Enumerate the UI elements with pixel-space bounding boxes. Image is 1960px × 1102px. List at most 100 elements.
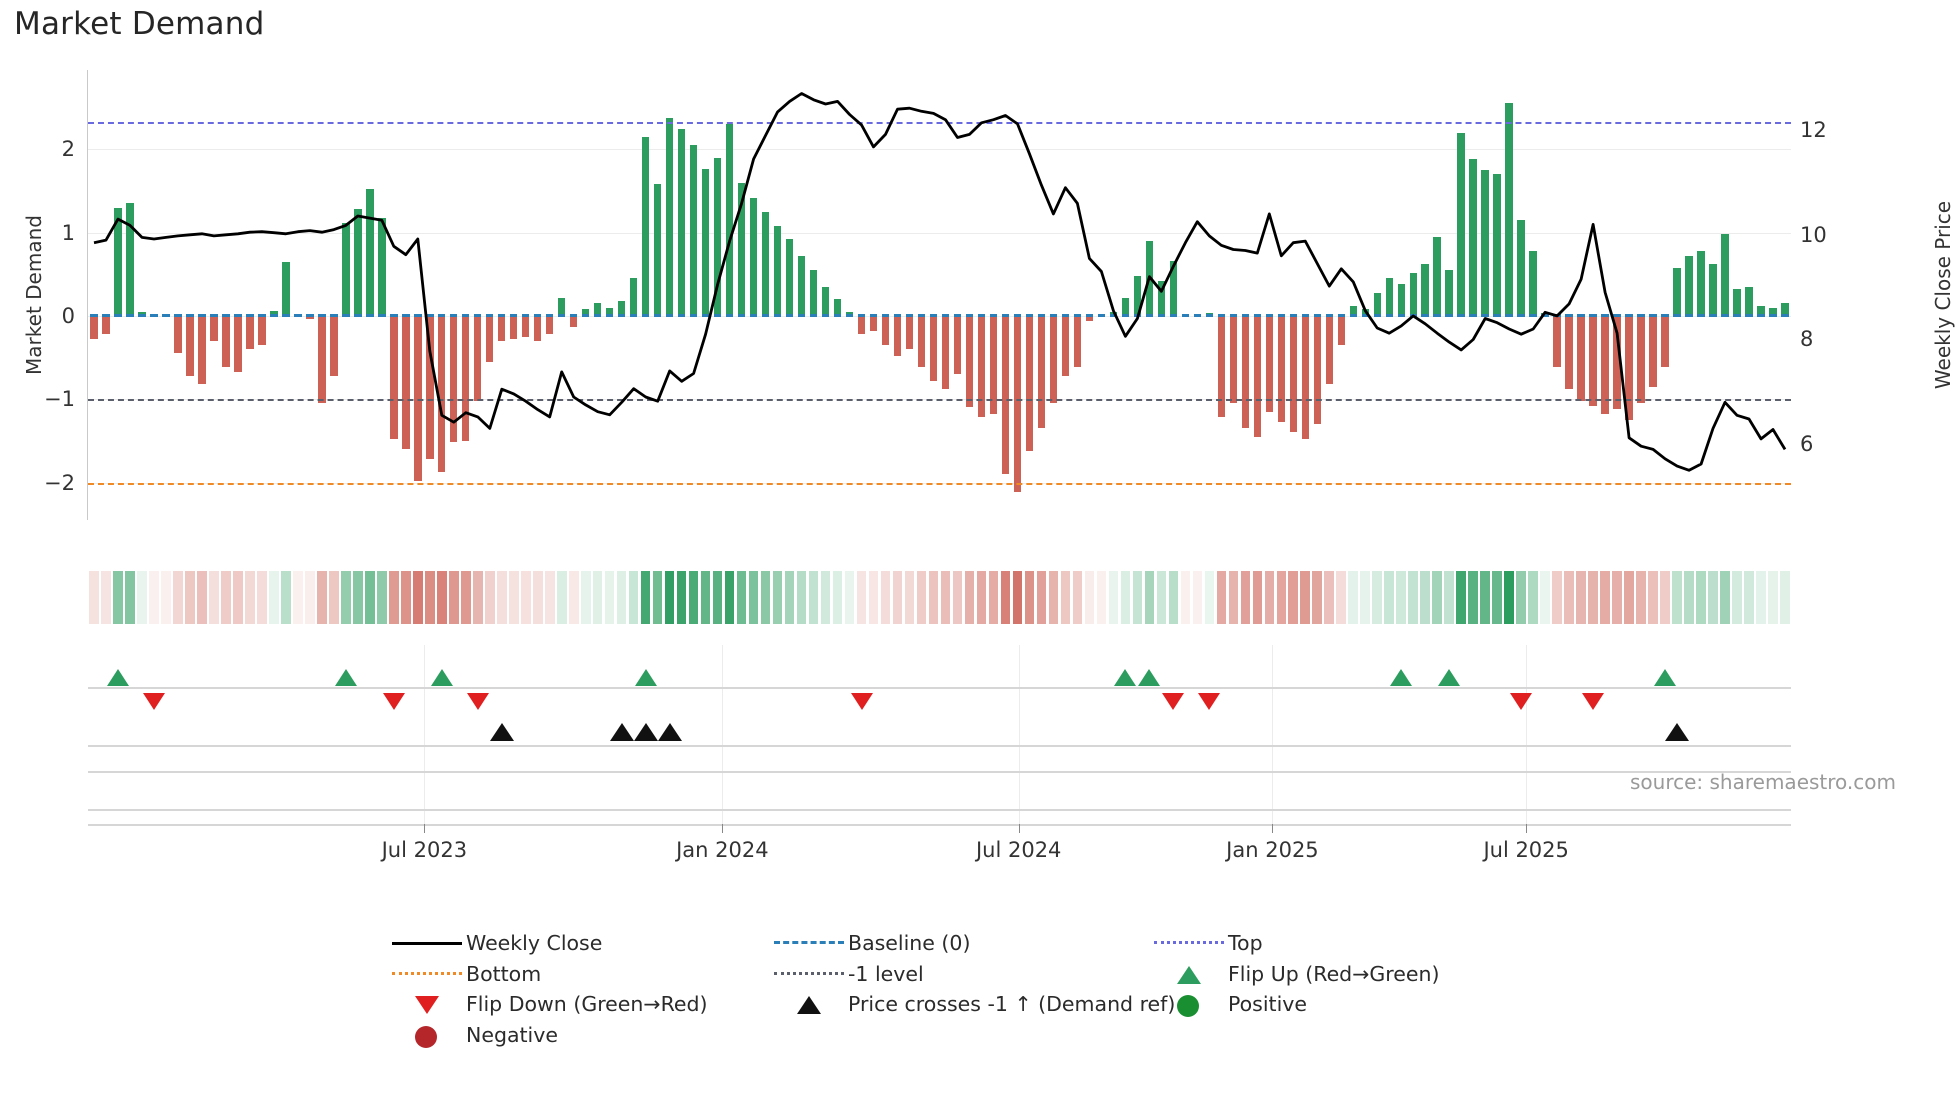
heat-cell (748, 571, 759, 624)
demand-bar (1469, 159, 1477, 316)
heat-cell (1276, 571, 1287, 624)
demand-bar (234, 315, 242, 373)
heat-cell (1264, 571, 1275, 624)
y-axis-left-tick: −1 (44, 387, 75, 412)
demand-bar (1481, 170, 1489, 316)
demand-bar (953, 315, 962, 375)
heat-cell (1684, 571, 1694, 624)
demand-bar (1709, 264, 1717, 316)
vertical-gridline (1272, 705, 1274, 765)
demand-bar (1037, 315, 1046, 429)
demand-bar (869, 315, 878, 331)
baseline-segment (869, 314, 878, 318)
heat-cell (676, 571, 687, 624)
demand-bar (905, 315, 914, 350)
heat-cell (1600, 571, 1610, 624)
heat-cell (436, 571, 447, 624)
heat-cell (568, 571, 579, 624)
heat-cell (1204, 571, 1215, 624)
legend-item[interactable]: Flip Up (Red→Green) (1150, 959, 1439, 989)
legend-item[interactable]: Negative (388, 1020, 558, 1050)
heat-cell (1648, 571, 1658, 624)
baseline-segment (893, 314, 902, 318)
flip-down-marker-icon (142, 693, 165, 710)
y-axis-right-tick: 6 (1800, 432, 1814, 457)
demand-bar (617, 300, 626, 316)
heat-cell (1000, 571, 1011, 624)
x-axis-tick-label: Jan 2024 (676, 838, 769, 862)
flip-up-marker-icon (106, 669, 129, 686)
baseline-segment (198, 314, 206, 318)
legend-item[interactable]: Baseline (0) (770, 928, 970, 958)
heat-cell (1552, 571, 1562, 624)
flip-down-marker-icon (382, 693, 405, 710)
heat-cell (1624, 571, 1634, 624)
baseline-segment (821, 314, 830, 318)
heat-cell (1120, 571, 1131, 624)
baseline-segment (1205, 314, 1214, 318)
demand-bar (1025, 315, 1034, 451)
demand-bar (1397, 284, 1405, 316)
x-axis-tick (424, 824, 426, 833)
demand-bar (1373, 292, 1381, 316)
heat-cell (185, 571, 195, 624)
heat-cell (508, 571, 519, 624)
baseline-segment (318, 314, 326, 318)
heat-cell (1132, 571, 1143, 624)
y-axis-right-title: Weekly Close Price (1931, 200, 1955, 390)
legend-item[interactable]: Positive (1150, 989, 1307, 1019)
demand-bar (258, 315, 266, 345)
heat-cell (1576, 571, 1586, 624)
legend-item[interactable]: Weekly Close (388, 928, 602, 958)
demand-bar (366, 189, 374, 316)
heat-cell (413, 571, 423, 624)
flip-up-marker-icon (334, 669, 357, 686)
heat-cell (640, 571, 651, 624)
heat-cell (1192, 571, 1203, 624)
demand-bar (941, 315, 950, 390)
demand-bar (270, 310, 278, 316)
demand-bar (581, 309, 590, 316)
demand-bar (414, 315, 422, 481)
reference-levels (88, 70, 1791, 520)
baseline-segment (953, 314, 962, 318)
baseline-segment (989, 314, 998, 318)
demand-bar (1073, 315, 1082, 368)
demand-bar (354, 209, 362, 316)
baseline-segment (138, 314, 146, 318)
heat-cell (1348, 571, 1359, 624)
legend-item[interactable]: Price crosses -1 ↑ (Demand ref) (770, 989, 1175, 1019)
demand-bar (809, 270, 818, 316)
demand-bar (426, 315, 434, 460)
legend-item[interactable]: Bottom (388, 959, 541, 989)
demand-bar (1409, 272, 1417, 316)
heat-cell (940, 571, 951, 624)
legend-item[interactable]: Flip Down (Green→Red) (388, 989, 708, 1019)
heat-cell (532, 571, 543, 624)
solid-black-line-icon (388, 928, 466, 958)
baseline-segment (1781, 314, 1789, 318)
heat-cell (760, 571, 771, 624)
demand-bar (282, 261, 290, 316)
baseline-segment (354, 314, 362, 318)
weekly-close-line (88, 70, 1791, 520)
baseline-segment (1421, 314, 1429, 318)
legend-item-label: Negative (466, 1022, 558, 1047)
demand-bar (1421, 264, 1429, 316)
demand-bar (713, 157, 722, 316)
demand-bar (1529, 250, 1537, 316)
baseline-segment (965, 314, 974, 318)
legend-item[interactable]: -1 level (770, 959, 924, 989)
demand-bar (893, 315, 902, 356)
heat-cell (664, 571, 675, 624)
heat-cell (1156, 571, 1167, 624)
green-dot-icon (1150, 989, 1228, 1019)
heat-cell (904, 571, 915, 624)
demand-bar (102, 315, 110, 335)
legend-item[interactable]: Top (1150, 928, 1263, 958)
chart-legend: Weekly Close Baseline (0) Top Bottom -1 leve… (388, 928, 1568, 1088)
baseline-segment (773, 314, 782, 318)
legend-item-label: -1 level (848, 961, 924, 986)
heat-cell (1060, 571, 1071, 624)
heat-cell (125, 571, 135, 624)
